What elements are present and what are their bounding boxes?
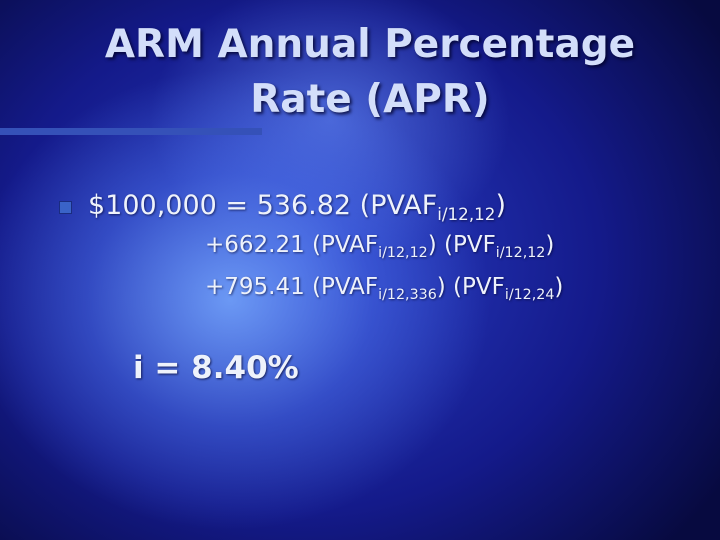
subscript: i/12,12 [378, 244, 428, 261]
equation-line: +662.21 (PVAFi/12,12) (PVFi/12,12) [205, 232, 554, 261]
equation-text: $100,000 = 536.82 (PVAF [88, 190, 438, 221]
equation-text: +795.41 (PVAF [205, 274, 379, 300]
equation-text: ) (PVF [427, 232, 496, 258]
subscript: i/12,24 [504, 286, 555, 303]
equation-text: ) [545, 232, 555, 258]
equation-text: ) (PVF [436, 274, 505, 300]
subscript: i/12,336 [378, 286, 437, 303]
subscript: i/12,12 [495, 244, 546, 261]
bullet [59, 201, 72, 214]
equation-line: +795.41 (PVAFi/12,336) (PVFi/12,24) [205, 274, 563, 303]
equation-line: $100,000 = 536.82 (PVAFi/12,12) [88, 190, 506, 224]
title-rule [0, 128, 262, 135]
title-line: Rate (APR) [250, 77, 490, 122]
title-line: ARM Annual Percentage [104, 22, 636, 67]
equation-text: ) [495, 190, 506, 221]
equation-text: ) [554, 274, 564, 300]
subscript: i/12,12 [437, 203, 496, 224]
result: i = 8.40% [133, 350, 299, 386]
equation-text: +662.21 (PVAF [205, 232, 379, 258]
